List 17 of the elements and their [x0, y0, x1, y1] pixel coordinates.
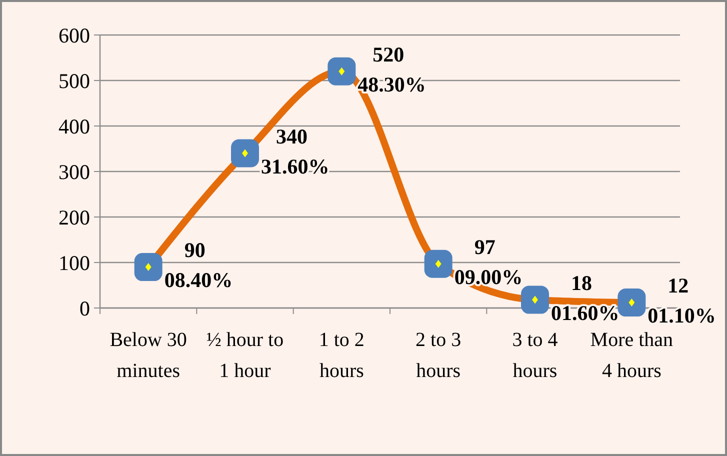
- y-tick-label: 600: [58, 23, 90, 48]
- y-tick-label: 200: [58, 205, 90, 230]
- data-label: 340 31.60%: [261, 124, 330, 178]
- x-tick-label: ½ hour to 1 hour: [206, 329, 284, 382]
- data-label: 18 01.60%: [551, 270, 620, 325]
- y-tick-label: 300: [58, 160, 90, 184]
- x-tick-label: 2 to 3 hours: [416, 329, 462, 382]
- y-tick-label: 100: [58, 250, 90, 275]
- y-tick-label: 500: [58, 68, 90, 93]
- data-label: 12 01.10%: [648, 274, 716, 328]
- x-tick-label: More than 4 hours: [590, 329, 674, 382]
- x-tick-label: 3 to 4 hours: [512, 329, 558, 382]
- x-tick-label: 1 to 2 hours: [318, 329, 364, 382]
- y-tick-label: 0: [80, 296, 90, 320]
- y-tick-label: 400: [58, 114, 90, 138]
- x-tick-label: Below 30 minutes: [110, 329, 187, 382]
- data-label: 90 08.40%: [164, 238, 233, 292]
